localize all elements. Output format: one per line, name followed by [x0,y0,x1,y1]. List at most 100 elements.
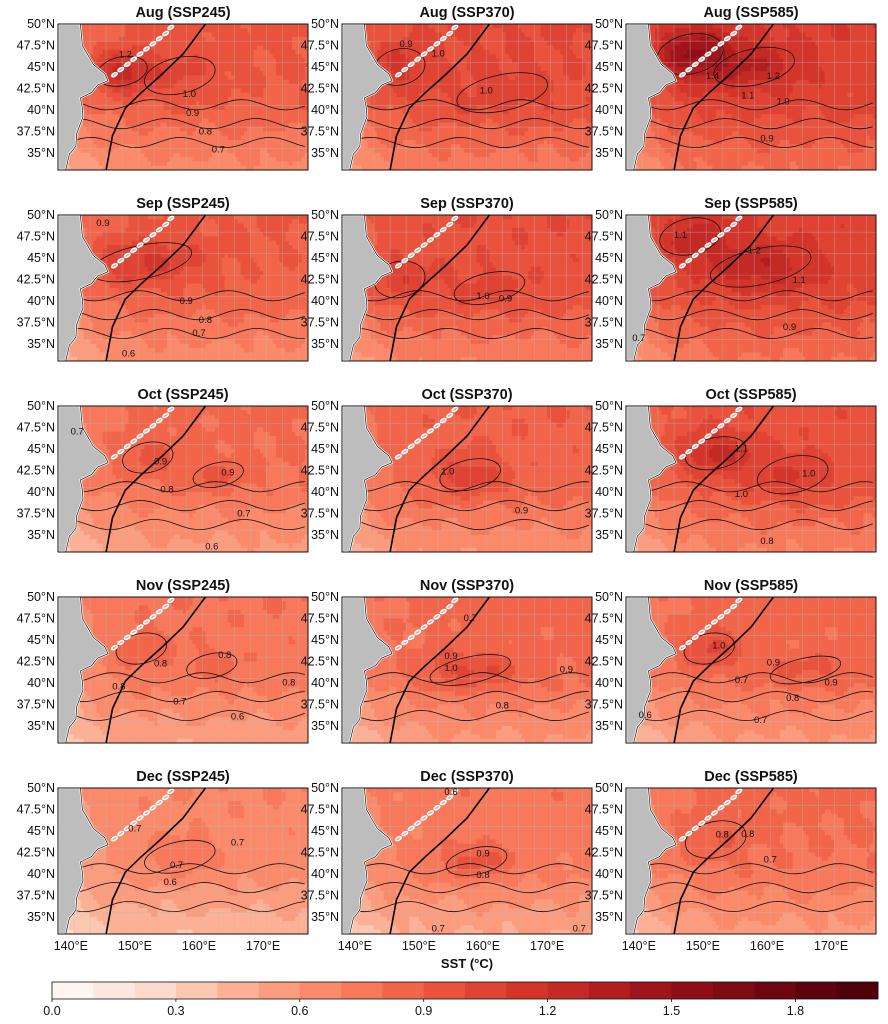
sst-cell [515,71,519,76]
sst-cell [531,36,535,42]
sst-cell [473,58,478,64]
sst-cell [205,62,210,68]
sst-cell [131,118,136,124]
sst-cell [199,118,203,124]
sst-cell [467,62,471,68]
sst-cell [275,71,280,76]
sst-cell [173,148,177,154]
sst-cell [457,41,461,46]
sst-cell [247,88,251,94]
sst-cell [550,118,554,124]
sst-cell [192,75,197,81]
sst-cell [279,84,283,89]
sst-cell [166,148,171,154]
sst-cell [221,165,226,170]
sst-cell [224,109,229,115]
sst-cell [128,161,133,167]
sst-cell [434,24,439,29]
sst-cell [195,92,200,98]
sst-cell [170,157,174,162]
sst-cell [422,71,426,76]
sst-cell [585,118,590,124]
sst-cell [301,148,306,154]
sst-cell [364,131,369,137]
sst-cell [282,36,286,42]
sst-cell [128,105,133,111]
sst-cell [160,45,165,51]
sst-cell [511,105,516,111]
sst-cell [227,66,232,72]
sst-cell [473,118,478,124]
sst-cell [253,71,258,76]
sst-cell [176,49,181,55]
sst-cell [288,41,293,46]
sst-cell [109,152,113,158]
sst-cell [479,41,484,46]
sst-cell [118,109,123,115]
sst-cell [492,131,497,137]
sst-cell [524,114,529,119]
sst-cell [291,75,296,81]
sst-cell [266,131,270,137]
sst-cell [106,92,110,98]
sst-cell [154,127,158,132]
sst-cell [295,62,299,68]
sst-cell [118,54,123,59]
sst-cell [572,127,577,132]
sst-cell [186,165,190,170]
sst-cell [553,45,558,51]
sst-cell [547,139,551,145]
sst-cell [166,157,171,162]
sst-cell [99,114,104,119]
sst-cell [125,41,129,46]
sst-cell [115,24,120,29]
sst-cell [150,92,155,98]
sst-cell [275,101,280,106]
sst-cell [259,66,264,72]
sst-cell [243,24,248,29]
sst-cell [588,144,592,149]
sst-cell [118,131,123,137]
sst-cell [422,135,426,141]
sst-cell [380,92,385,98]
sst-cell [90,97,94,102]
sst-cell [291,118,296,124]
sst-cell [243,144,248,149]
sst-cell [122,139,126,145]
sst-cell [205,165,210,170]
sst-cell [93,49,97,55]
sst-cell [215,84,219,89]
sst-cell [70,165,75,170]
sst-cell [288,97,293,102]
sst-cell [390,49,394,55]
sst-cell [208,122,213,128]
sst-cell [406,49,410,55]
sst-cell [291,71,296,76]
sst-cell [288,54,293,59]
sst-cell [166,88,171,94]
sst-cell [279,49,283,55]
sst-cell [166,79,171,85]
sst-cell [282,122,286,128]
sst-cell [112,109,117,115]
sst-cell [434,66,439,72]
sst-cell [83,144,88,149]
sst-cell [99,54,104,59]
sst-cell [141,79,145,85]
sst-cell [166,161,171,167]
sst-cell [543,75,548,81]
sst-cell [218,135,222,141]
sst-cell [550,75,554,81]
sst-cell [211,131,216,137]
sst-cell [364,28,369,33]
sst-cell [463,122,468,128]
sst-cell [218,79,222,85]
sst-cell [534,114,538,119]
sst-cell [393,109,397,115]
sst-cell [189,66,194,72]
sst-cell [406,127,410,132]
sst-cell [582,114,586,119]
sst-cell [237,127,242,132]
sst-cell [186,122,190,128]
sst-cell [508,49,513,55]
